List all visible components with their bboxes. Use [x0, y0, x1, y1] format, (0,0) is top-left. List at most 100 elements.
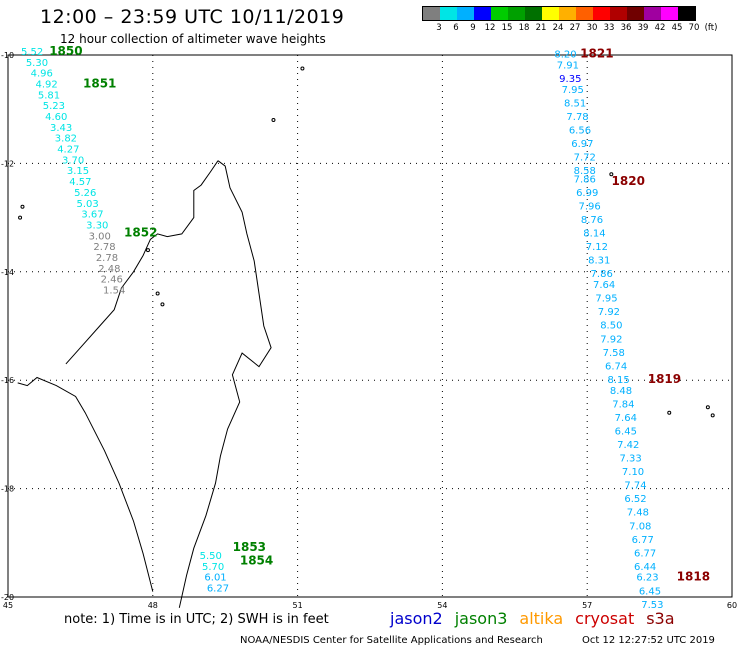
swh-value: 2.46	[101, 275, 123, 286]
map-frame	[7, 54, 733, 598]
legend-swatch	[491, 7, 508, 20]
legend-swatch	[542, 7, 559, 20]
swh-value: 5.03	[77, 199, 99, 210]
pass-number: 1821	[580, 47, 613, 61]
swh-value: 7.64	[615, 413, 637, 424]
legend-swatch	[440, 7, 457, 20]
legend-swatch	[644, 7, 661, 20]
pass-number: 1818	[677, 570, 710, 584]
swh-value: 7.42	[617, 440, 639, 451]
lat-tick-label: -10	[1, 51, 14, 60]
swh-value: 7.10	[622, 467, 644, 478]
swh-value: 7.96	[578, 201, 600, 212]
legend-swatch	[457, 7, 474, 20]
legend-swatch	[474, 7, 491, 20]
swh-value: 7.53	[641, 600, 663, 611]
swh-color-legend: 3 6 9 12 15 18 21 24 27 30 33 36 39 42 45 70 (ft)	[422, 6, 717, 33]
legend-swatch	[627, 7, 644, 20]
swh-value: 8.76	[581, 215, 603, 226]
swh-value: 7.91	[557, 61, 579, 72]
swh-value: 7.08	[629, 521, 651, 532]
swh-value: 8.31	[588, 256, 610, 267]
legend-label: 30	[586, 23, 598, 33]
swh-value: 3.82	[55, 134, 77, 145]
swh-value: 8.15	[607, 375, 629, 386]
legend-label: 36	[620, 23, 632, 33]
legend-label: 6	[453, 23, 459, 33]
legend-label: 70	[688, 23, 700, 33]
swh-value: 6.56	[569, 126, 591, 137]
credit-line: NOAA/NESDIS Center for Satellite Applica…	[240, 635, 543, 646]
lon-tick-label: 60	[727, 601, 737, 610]
pass-number: 1854	[240, 553, 273, 567]
pass-number: 1820	[612, 174, 645, 188]
swh-value: 5.23	[43, 101, 65, 112]
legend-label: 9	[470, 23, 476, 33]
swh-value: 6.99	[576, 188, 598, 199]
swh-value: 6.45	[615, 426, 637, 437]
swh-value: 8.51	[564, 98, 586, 109]
legend-swatch	[559, 7, 576, 20]
island-outline	[160, 302, 165, 307]
swh-value: 7.12	[586, 242, 608, 253]
satellite-s3a: s3a	[646, 609, 675, 628]
lat-tick-label: -16	[1, 376, 14, 385]
legend-swatch	[593, 7, 610, 20]
satellite-altika: altika	[519, 609, 564, 628]
swh-value: 2.78	[96, 253, 118, 264]
island-outline	[705, 405, 710, 410]
lat-tick-label: -18	[1, 485, 14, 494]
island-outline	[667, 410, 672, 415]
legend-swatch	[525, 7, 542, 20]
swh-value: 6.01	[204, 573, 226, 584]
swh-value: 3.15	[67, 166, 89, 177]
swh-value: 4.60	[45, 112, 67, 123]
legend-labels: 3 6 9 12 15 18 21 24 27 30 33 36 39 42 45 70 (ft)	[422, 21, 717, 33]
generation-timestamp: Oct 12 12:27:52 UTC 2019	[582, 635, 715, 646]
lat-tick-label: -14	[1, 268, 14, 277]
satellite-cryosat: cryosat	[575, 609, 635, 628]
satellite-jason3: jason3	[454, 609, 508, 628]
swh-value: 7.78	[566, 112, 588, 123]
legend-label: 15	[501, 23, 513, 33]
swh-value: 6.23	[636, 573, 658, 584]
legend-swatch	[610, 7, 627, 20]
legend-label: 3	[436, 23, 442, 33]
swh-value: 7.74	[624, 481, 646, 492]
legend-label: (ft)	[704, 23, 718, 33]
swh-value: 4.96	[31, 69, 53, 80]
footer-note: note: 1) Time is in UTC; 2) SWH is in fe…	[64, 612, 329, 627]
swh-value: 5.52	[21, 47, 43, 58]
lon-tick-label: 51	[293, 601, 303, 610]
lat-tick-label: -20	[1, 593, 14, 602]
lat-tick-label: -12	[1, 159, 14, 168]
swh-value: 7.64	[593, 280, 615, 291]
swh-value: 4.27	[57, 145, 79, 156]
swh-value: 9.35	[559, 74, 581, 85]
lon-tick-label: 48	[148, 601, 158, 610]
swh-value: 5.81	[38, 90, 60, 101]
swh-value: 1.54	[103, 285, 125, 296]
swh-value: 7.86	[574, 174, 596, 185]
satellite-key: jason2 jason3 altika cryosat s3a	[390, 609, 687, 628]
swh-value: 3.43	[50, 123, 72, 134]
island-outline	[300, 66, 305, 71]
swh-value: 8.58	[574, 166, 596, 177]
island-outline	[18, 215, 23, 220]
swh-value: 5.50	[200, 551, 222, 562]
map-subtitle: 12 hour collection of altimeter wave hei…	[60, 32, 326, 46]
swh-value: 7.92	[600, 334, 622, 345]
legend-label: 18	[518, 23, 530, 33]
legend-swatch	[508, 7, 525, 20]
map-title: 12:00 – 23:59 UTC 10/11/2019	[40, 6, 345, 28]
swh-value: 6.27	[207, 584, 229, 595]
swh-value: 4.92	[35, 80, 57, 91]
swh-value: 7.86	[591, 269, 613, 280]
legend-swatch	[661, 7, 678, 20]
swh-value: 2.48	[98, 264, 120, 275]
lon-tick-label: 54	[437, 601, 447, 610]
lon-tick-label: 45	[3, 601, 13, 610]
swh-value: 8.14	[583, 229, 605, 240]
swh-value: 3.30	[86, 220, 108, 231]
